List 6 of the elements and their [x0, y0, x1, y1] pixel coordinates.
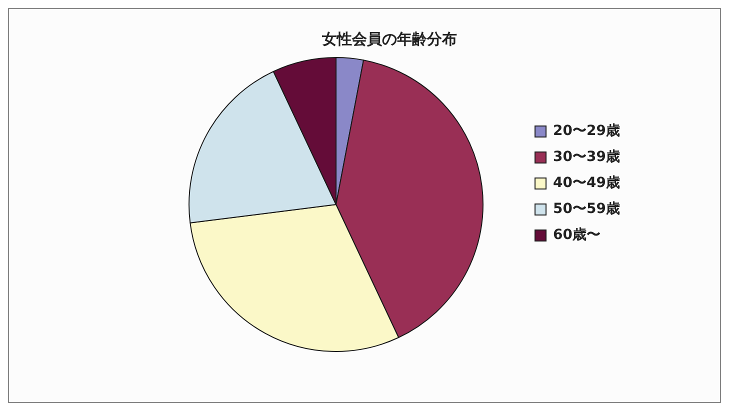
legend-label: 30〜39歳 — [553, 149, 620, 166]
legend-label: 20〜29歳 — [553, 123, 620, 140]
legend-label: 50〜59歳 — [553, 201, 620, 218]
chart-title: 女性会員の年齢分布 — [321, 30, 457, 48]
legend-label: 40〜49歳 — [553, 175, 620, 192]
legend-label: 60歳〜 — [553, 227, 601, 244]
